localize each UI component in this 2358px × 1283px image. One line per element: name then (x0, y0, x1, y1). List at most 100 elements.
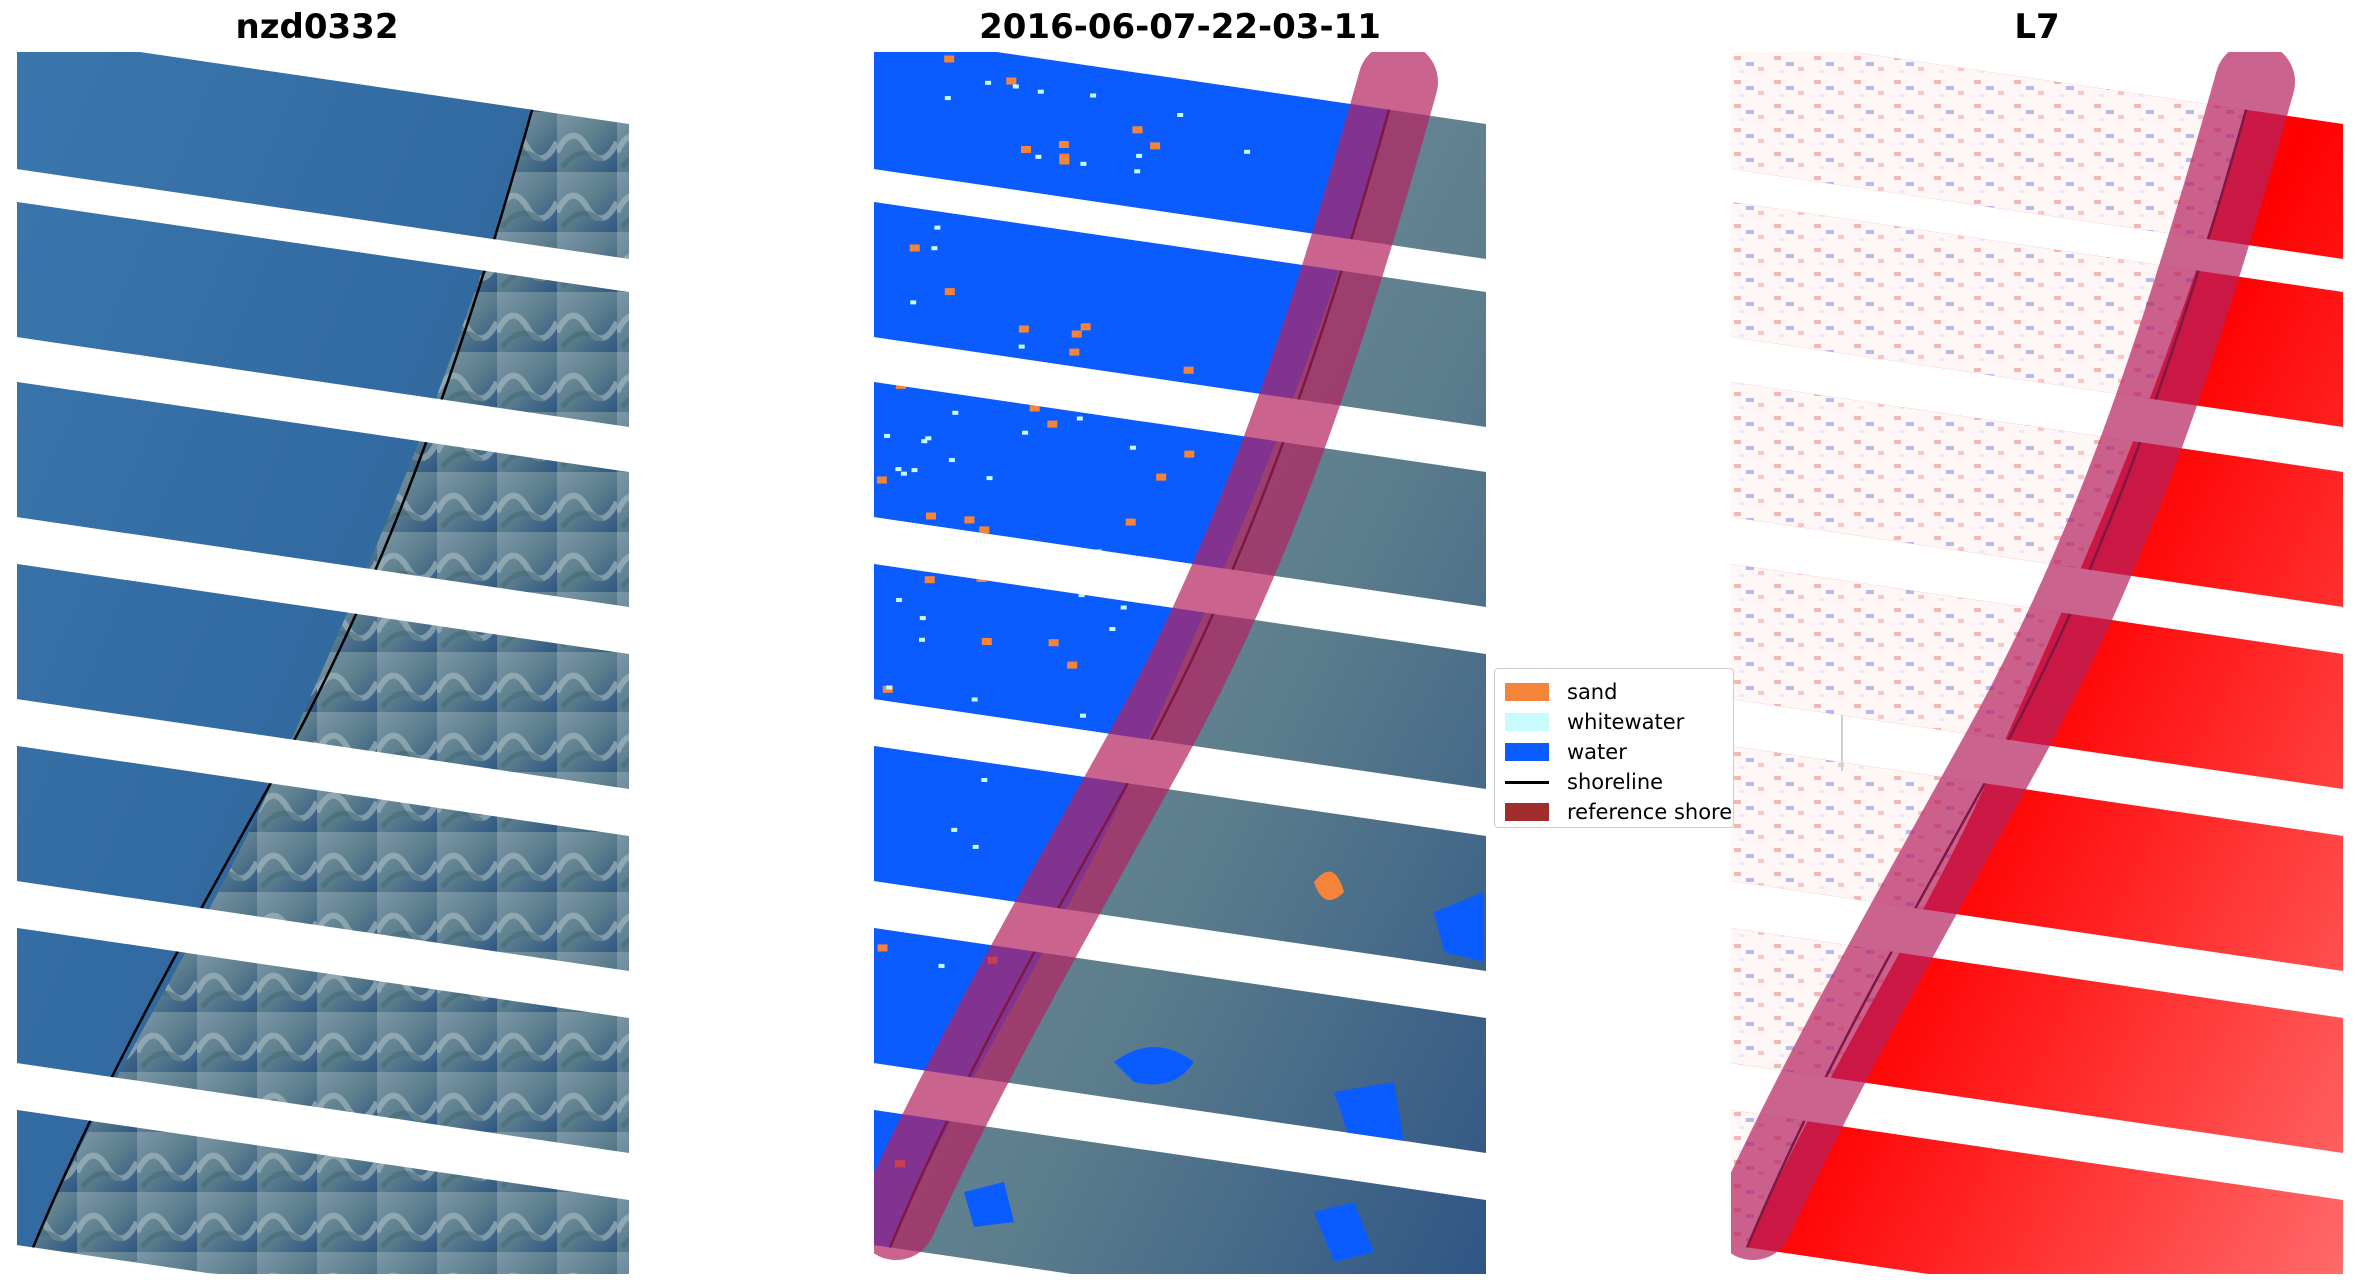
legend-item-reference-shoreline: reference shorel (1505, 797, 1733, 827)
legend: sand whitewater water shoreline referenc… (1494, 668, 1734, 828)
sand-pixel (979, 526, 990, 534)
whitewater-pixel (1148, 212, 1155, 217)
whitewater-pixel (911, 468, 918, 473)
whitewater-pixel (934, 225, 941, 230)
sand-pixel (1150, 233, 1161, 241)
sand-pixel (1071, 330, 1082, 338)
sand-pixel (1010, 569, 1021, 577)
whitewater-pixel (918, 529, 924, 534)
sand-pixel (1069, 348, 1080, 356)
whitewater-pixel (919, 637, 925, 642)
whitewater-pixel (1018, 344, 1025, 349)
whitewater-pixel (985, 80, 992, 85)
whitewater-pixel (1012, 84, 1019, 89)
whitewater-pixel (1022, 430, 1029, 435)
sand-pixel (1184, 412, 1195, 420)
whitewater-pixel (1129, 445, 1136, 450)
whitewater-pixel (1080, 161, 1087, 166)
whitewater-pixel (973, 928, 980, 933)
shoreline-line-swatch (1505, 780, 1549, 784)
whitewater-pixel (1136, 153, 1143, 158)
rgb-image-panel (17, 52, 629, 1274)
whitewater-pixel (938, 963, 945, 968)
whitewater-pixel (1109, 627, 1116, 631)
whitewater-pixel (972, 844, 979, 849)
sand-pixel (1124, 221, 1135, 229)
whitewater-pixel (1076, 416, 1083, 421)
water-swatch (1505, 743, 1549, 761)
sand-pixel (1018, 325, 1029, 333)
legend-divider (1841, 715, 1843, 771)
whitewater-pixel (1120, 605, 1127, 610)
sand-pixel (1067, 661, 1078, 669)
legend-label: shoreline (1567, 770, 1664, 794)
whitewater-pixel (886, 685, 893, 690)
sand-pixel (1002, 562, 1013, 570)
whitewater-pixel (1090, 93, 1097, 98)
legend-label: whitewater (1567, 710, 1685, 734)
whitewater-pixel (1177, 113, 1184, 117)
whitewater-pixel (1126, 570, 1133, 575)
panel-title-classification: 2016-06-07-22-03-11 (979, 7, 1381, 47)
legend-item-whitewater: whitewater (1505, 707, 1723, 737)
whitewater-pixel (1063, 570, 1070, 575)
legend-item-water: water (1505, 737, 1723, 767)
sand-pixel (1058, 141, 1069, 148)
sand-pixel (1047, 420, 1058, 428)
sand-pixel (1150, 142, 1161, 150)
sand-pixel (953, 546, 964, 554)
sand-pixel (1059, 157, 1070, 165)
whitewater-pixel (896, 598, 903, 602)
panel-title-index: L7 (2014, 7, 2060, 47)
whitewater-pixel (1080, 713, 1086, 718)
sand-pixel (1048, 639, 1059, 647)
whitewater-pixel (895, 467, 902, 472)
sand-pixel (876, 476, 887, 484)
panel-title-rgb: nzd0332 (235, 7, 399, 47)
sand-pixel (877, 944, 888, 952)
whitewater-pixel (1035, 154, 1042, 159)
rgb-image (17, 52, 629, 1274)
classification-image (874, 52, 1486, 1274)
legend-label: sand (1567, 680, 1618, 704)
sand-pixel (964, 516, 975, 524)
whitewater-pixel (981, 778, 988, 782)
sand-swatch (1505, 683, 1549, 701)
whitewater-pixel (925, 436, 932, 441)
sand-pixel (1228, 223, 1239, 231)
sand-pixel (895, 381, 906, 389)
sand-pixel (1156, 473, 1167, 481)
sand-pixel (1029, 404, 1040, 412)
sand-pixel (981, 638, 992, 645)
whitewater-pixel (900, 471, 907, 476)
whitewater-pixel (1134, 169, 1141, 174)
sand-pixel (1059, 153, 1070, 161)
sand-pixel (944, 55, 955, 63)
whitewater-pixel (884, 433, 891, 438)
sand-pixel (944, 288, 955, 296)
index-panel (1731, 52, 2343, 1274)
whitewater-pixel (1244, 149, 1251, 154)
whitewater-pixel (948, 458, 955, 463)
whitewater-pixel (990, 742, 997, 747)
whitewater-pixel (944, 96, 951, 101)
sand-pixel (924, 576, 935, 584)
sand-pixel (1184, 450, 1195, 458)
sand-pixel (1046, 387, 1057, 395)
whitewater-pixel (1171, 67, 1177, 72)
whitewater-pixel (921, 439, 928, 444)
legend-item-sand: sand (1505, 677, 1723, 707)
sand-pixel (1132, 126, 1143, 134)
whitewater-pixel (1156, 383, 1163, 388)
sand-pixel (1183, 366, 1194, 374)
sand-pixel (964, 744, 975, 751)
whitewater-pixel (931, 246, 938, 251)
sand-pixel (976, 575, 987, 582)
sand-pixel (926, 512, 936, 520)
whitewater-swatch (1505, 713, 1549, 731)
sand-pixel (909, 244, 920, 252)
reference-shoreline-swatch (1505, 803, 1549, 821)
sand-pixel (1125, 518, 1136, 526)
index-image (1731, 52, 2343, 1274)
whitewater-pixel (1078, 593, 1085, 598)
